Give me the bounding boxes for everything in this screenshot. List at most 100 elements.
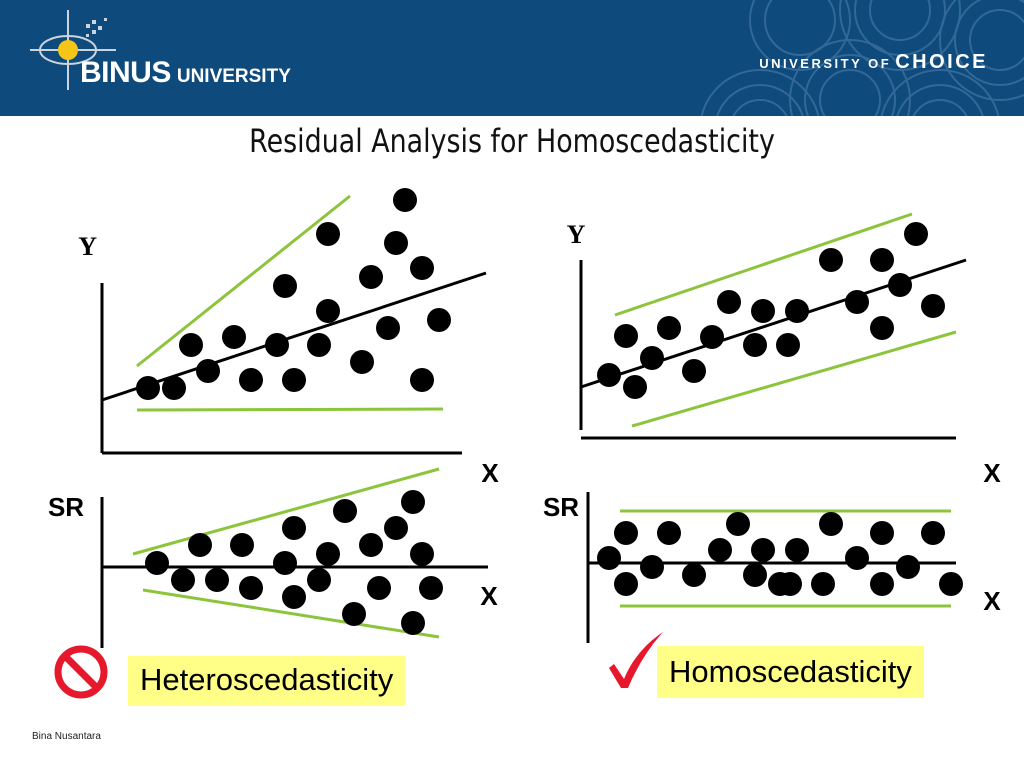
residual-points (597, 512, 963, 596)
data-point (870, 316, 894, 340)
data-point (410, 256, 434, 280)
residual-point (401, 611, 425, 635)
residual-point (778, 572, 802, 596)
data-point (921, 294, 945, 318)
residual-point (743, 563, 767, 587)
residual-point (870, 572, 894, 596)
header-banner: BINUS UNIVERSITY UNIVERSITY OF CHOICE (0, 0, 1024, 116)
residual-point (401, 490, 425, 514)
data-point (316, 222, 340, 246)
slide-title: Residual Analysis for Homoscedasticity (249, 122, 775, 160)
residual-point (367, 576, 391, 600)
data-point (282, 368, 306, 392)
residual-point (726, 512, 750, 536)
residual-point (870, 521, 894, 545)
x-axis-label: X (983, 458, 1001, 488)
panel-bottom-left: SR X (48, 467, 498, 648)
data-point (384, 231, 408, 255)
tagline: UNIVERSITY OF CHOICE (759, 51, 988, 74)
data-point (597, 363, 621, 387)
data-point (785, 299, 809, 323)
data-point (136, 376, 160, 400)
residual-point (845, 546, 869, 570)
residual-point (811, 572, 835, 596)
data-point (427, 308, 451, 332)
upper-band-line (614, 212, 913, 317)
residual-point (614, 572, 638, 596)
data-point (222, 325, 246, 349)
residual-point (205, 568, 229, 592)
homoscedasticity-label: Homoscedasticity (657, 646, 924, 698)
data-point (196, 359, 220, 383)
residual-point (921, 521, 945, 545)
residual-point (316, 542, 340, 566)
residual-point (419, 576, 443, 600)
x-axis-label: X (983, 586, 1001, 616)
panel-top-left: Y X (78, 188, 499, 488)
residual-point (239, 576, 263, 600)
data-points (136, 188, 451, 400)
data-point (717, 290, 741, 314)
residual-point (896, 555, 920, 579)
data-point (393, 188, 417, 212)
residual-point (359, 533, 383, 557)
data-point (316, 299, 340, 323)
data-point (273, 274, 297, 298)
lower-band-line (142, 588, 440, 639)
x-axis-label: X (480, 581, 498, 611)
data-point (682, 359, 706, 383)
data-point (845, 290, 869, 314)
upper-band-line (136, 194, 351, 368)
y-axis-label: SR (543, 492, 579, 522)
data-point (410, 368, 434, 392)
y-axis-label: Y (78, 232, 97, 261)
data-point (640, 346, 664, 370)
residual-point (785, 538, 809, 562)
checkmark-icon (609, 632, 663, 688)
residual-point (307, 568, 331, 592)
residual-point (188, 533, 212, 557)
residual-point (751, 538, 775, 562)
residual-point (333, 499, 357, 523)
data-point (751, 299, 775, 323)
tagline-emphasis: CHOICE (895, 51, 988, 73)
brand-name: BINUS (80, 56, 171, 89)
panel-bottom-right: SR X (543, 492, 1001, 643)
binus-logo-icon (30, 10, 116, 90)
footer-text: Bina Nusantara (32, 731, 101, 742)
data-point (239, 368, 263, 392)
lower-band-line (631, 330, 957, 428)
data-point (162, 376, 186, 400)
data-point (359, 265, 383, 289)
residual-point (282, 585, 306, 609)
brand-suffix: UNIVERSITY (176, 66, 291, 87)
residual-point (145, 551, 169, 575)
data-point (179, 333, 203, 357)
y-axis-label: SR (48, 492, 84, 522)
data-point (870, 248, 894, 272)
data-point (265, 333, 289, 357)
residual-point (640, 555, 664, 579)
data-point (776, 333, 800, 357)
data-point (376, 316, 400, 340)
x-axis-label: X (481, 458, 499, 488)
no-sign-icon (54, 645, 108, 699)
residual-point (614, 521, 638, 545)
data-point (700, 325, 724, 349)
tagline-prefix: UNIVERSITY OF (759, 56, 892, 71)
residual-point (597, 546, 621, 570)
data-point (614, 324, 638, 348)
header-decoration (700, 0, 1024, 116)
residual-point (342, 602, 366, 626)
residual-point (708, 538, 732, 562)
regression-line (101, 271, 487, 402)
y-axis-label: Y (567, 220, 586, 249)
data-point (623, 375, 647, 399)
residual-point (657, 521, 681, 545)
residual-point (819, 512, 843, 536)
data-points (597, 222, 945, 399)
lower-band-line (136, 407, 444, 412)
residual-point (171, 568, 195, 592)
data-point (904, 222, 928, 246)
